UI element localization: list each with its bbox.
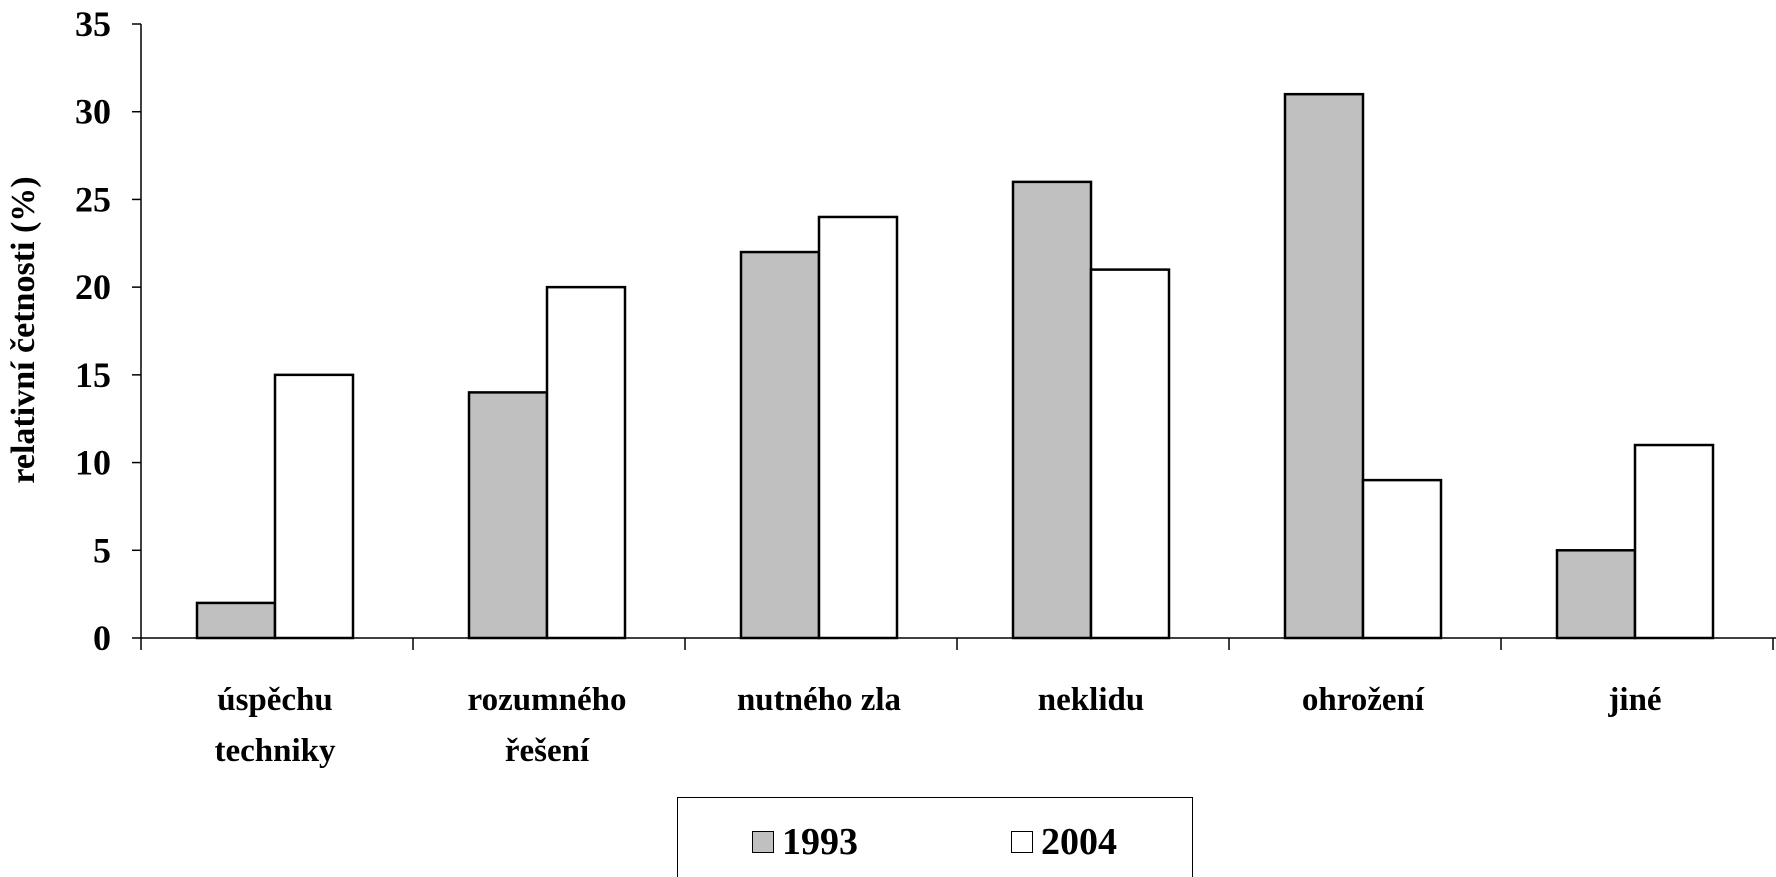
legend-swatch-2004 — [1011, 831, 1033, 853]
bar-2004 — [1361, 478, 1443, 640]
x-tick-label: nutného zla — [737, 682, 901, 718]
x-tick-label: ohrožení — [1302, 682, 1425, 718]
legend-item-2004: 2004 — [1011, 820, 1117, 864]
x-tick-label: řešení — [505, 733, 590, 769]
y-tick-label: 25 — [75, 179, 111, 219]
y-tick-label: 0 — [93, 618, 111, 658]
x-tick-label: jiné — [1607, 682, 1661, 718]
x-tick-label: úspěchu — [217, 682, 333, 718]
legend-swatch-1993 — [752, 831, 774, 853]
y-axis-label: relativní četnosti (%) — [5, 176, 42, 483]
bar-1993 — [1011, 180, 1093, 640]
y-tick-label: 30 — [75, 92, 111, 132]
y-tick-label: 15 — [75, 355, 111, 395]
bar-2004 — [545, 285, 627, 640]
bar-2004 — [1089, 268, 1171, 640]
x-tick-label: techniky — [214, 733, 336, 769]
bar-2004 — [817, 215, 899, 640]
bar-1993 — [1555, 549, 1637, 640]
x-tick-label: neklidu — [1038, 682, 1144, 718]
legend-item-1993: 1993 — [752, 820, 858, 864]
x-tick-label: rozumného — [468, 682, 627, 718]
y-tick-label: 10 — [75, 443, 111, 483]
bar-1993 — [195, 601, 277, 640]
y-tick-label: 35 — [75, 4, 111, 44]
plot-area: 0 5 10 15 20 25 30 35 úspěchu techniky rozumného ře… — [75, 4, 1776, 769]
bar-2004 — [1633, 443, 1715, 640]
bar-1993 — [739, 250, 821, 640]
bar-1993 — [467, 391, 549, 640]
legend-label-2004: 2004 — [1041, 821, 1117, 863]
legend-label-1993: 1993 — [782, 821, 858, 863]
legend: 1993 2004 — [677, 797, 1193, 877]
y-tick-label: 5 — [93, 530, 111, 570]
y-tick-label: 20 — [75, 267, 111, 307]
bar-2004 — [273, 373, 355, 640]
bar-1993 — [1283, 92, 1365, 640]
